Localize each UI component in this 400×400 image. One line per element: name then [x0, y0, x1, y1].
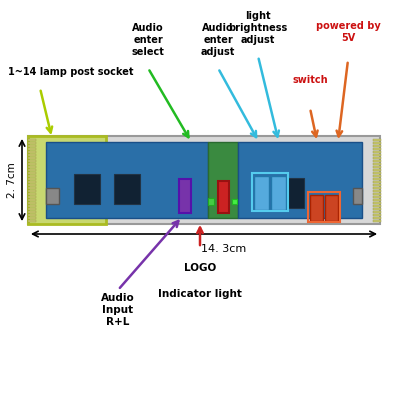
Bar [238, 142, 362, 218]
Bar [325, 195, 338, 221]
Bar [373, 166, 381, 168]
Bar [310, 195, 323, 221]
Bar [28, 196, 36, 198]
Bar [28, 136, 380, 224]
Bar [28, 151, 36, 153]
Bar [28, 193, 36, 195]
Bar [28, 211, 36, 213]
Bar [373, 208, 381, 210]
Bar [373, 157, 381, 159]
Bar [373, 144, 381, 147]
Bar [373, 160, 381, 162]
Bar [373, 220, 381, 222]
Bar [28, 169, 36, 171]
Bar [373, 199, 381, 201]
Bar [28, 205, 36, 207]
Bar [28, 217, 36, 219]
Bar [373, 193, 381, 195]
Bar [232, 199, 237, 204]
Bar [373, 187, 381, 189]
Bar [46, 142, 208, 218]
Bar [252, 173, 288, 211]
Text: powered by
5V: powered by 5V [316, 21, 380, 43]
Bar [179, 179, 191, 213]
Bar [28, 208, 36, 210]
Bar [373, 211, 381, 213]
Bar [28, 178, 36, 180]
Bar [271, 176, 286, 210]
Text: switch: switch [292, 75, 328, 85]
Bar [373, 142, 381, 144]
Bar [373, 178, 381, 180]
Bar [373, 196, 381, 198]
Bar [28, 220, 36, 222]
Bar [28, 175, 36, 177]
Bar [373, 172, 381, 174]
Bar [28, 187, 36, 189]
Bar [28, 181, 36, 183]
Bar [373, 154, 381, 156]
Bar [28, 184, 36, 186]
Bar [373, 184, 381, 186]
Bar [373, 148, 381, 150]
Bar [373, 190, 381, 192]
Text: Audio
enter
select: Audio enter select [132, 23, 164, 57]
Bar [46, 188, 59, 204]
Bar [28, 154, 36, 156]
Bar [28, 142, 36, 144]
Bar [28, 202, 36, 204]
Bar [218, 181, 229, 213]
Bar [28, 214, 36, 216]
Bar [28, 144, 36, 147]
Text: 2. 7cm: 2. 7cm [7, 162, 17, 198]
Text: Indicator light: Indicator light [158, 289, 242, 299]
Bar [373, 214, 381, 216]
Bar [28, 160, 36, 162]
Bar [353, 188, 362, 204]
Bar [28, 190, 36, 192]
Bar [28, 199, 36, 201]
Bar [28, 138, 36, 141]
Bar [28, 172, 36, 174]
Text: LOGO: LOGO [184, 263, 216, 273]
Bar [74, 174, 100, 204]
Bar [373, 138, 381, 141]
Bar [373, 217, 381, 219]
Bar [373, 175, 381, 177]
Bar [28, 166, 36, 168]
Text: Audio
Input
R+L: Audio Input R+L [101, 294, 135, 326]
Bar [208, 142, 238, 218]
Bar [373, 202, 381, 204]
Bar [373, 169, 381, 171]
Bar [373, 151, 381, 153]
Text: Audio
enter
adjust: Audio enter adjust [201, 23, 235, 57]
Bar [28, 148, 36, 150]
Bar [28, 136, 106, 224]
Bar [254, 176, 269, 210]
Bar [114, 174, 140, 204]
Bar [28, 163, 36, 165]
Bar [373, 163, 381, 165]
Text: 1~14 lamp post socket: 1~14 lamp post socket [8, 67, 134, 77]
Bar [373, 181, 381, 183]
Text: 14. 3cm: 14. 3cm [201, 244, 247, 254]
Bar [278, 178, 304, 208]
Bar [28, 157, 36, 159]
Bar [308, 192, 340, 222]
Text: light
brightness
adjust: light brightness adjust [228, 11, 288, 45]
Bar [208, 198, 214, 205]
Bar [373, 205, 381, 207]
